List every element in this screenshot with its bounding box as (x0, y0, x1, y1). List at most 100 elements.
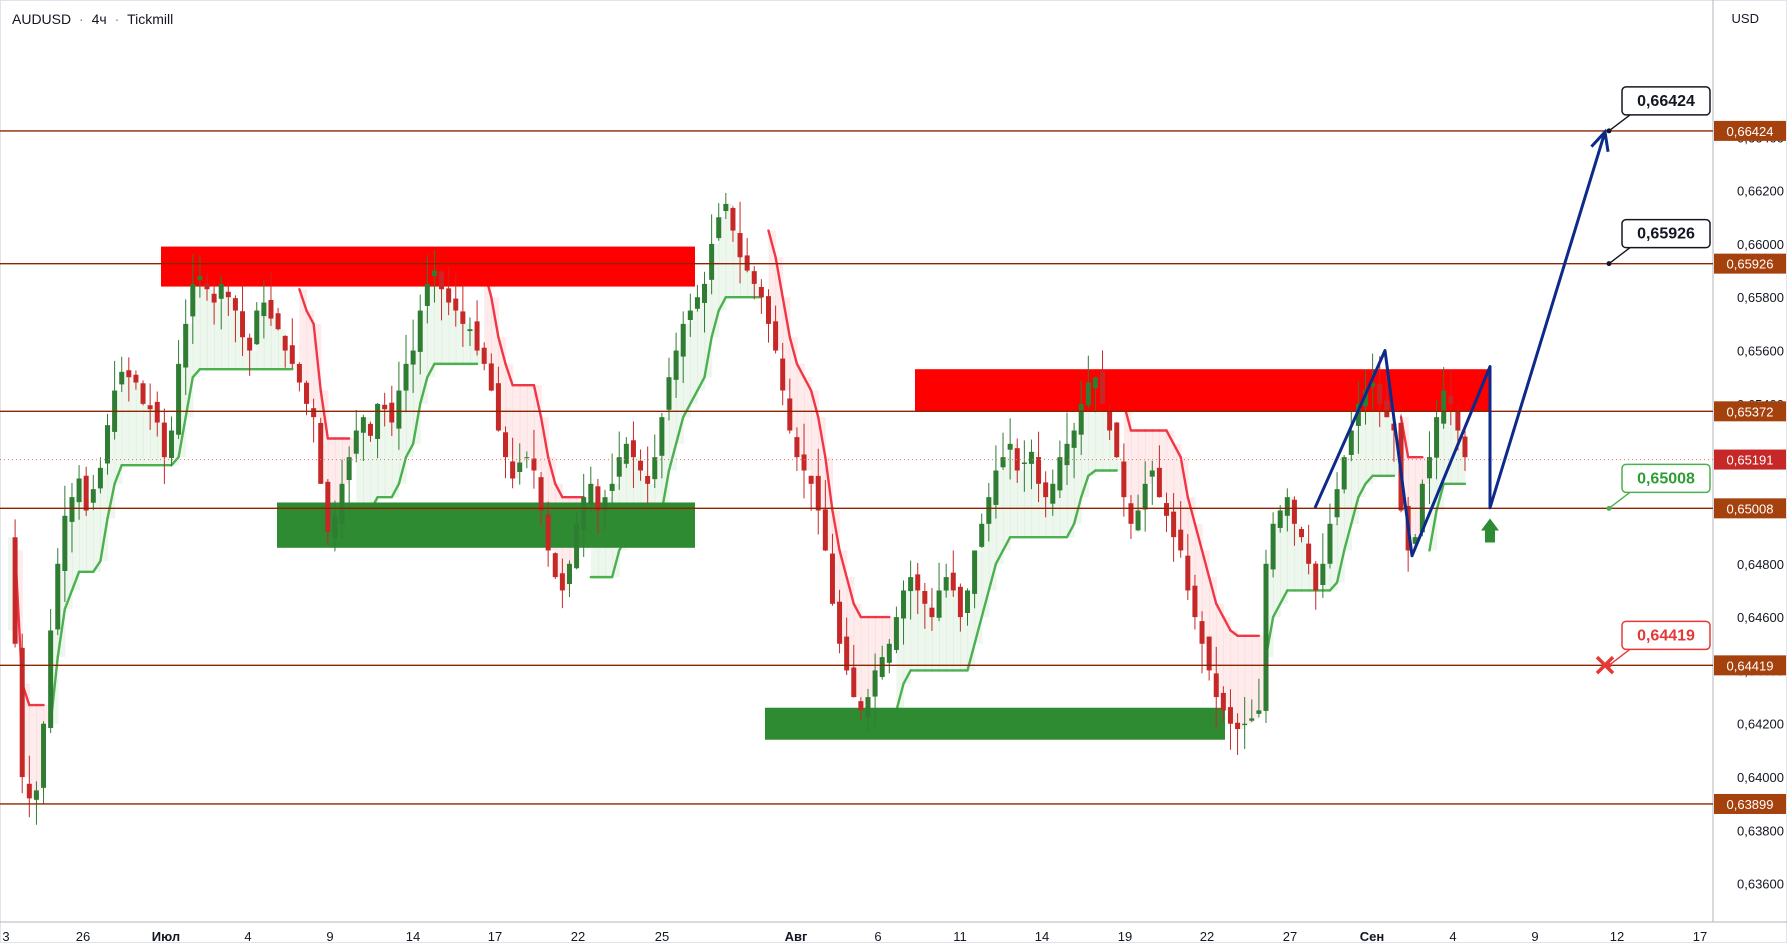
candle-body (97, 467, 103, 489)
supertrend-up-segment (674, 415, 685, 446)
candle-body (311, 408, 317, 418)
supertrend-fill-slice (1052, 483, 1061, 538)
level-price-label: 0,65926 (1727, 257, 1774, 272)
candle-body (1092, 377, 1098, 389)
supertrend-down-segment (490, 296, 500, 339)
supertrend-fill-slice (789, 337, 798, 431)
supertrend-fill-slice (100, 467, 109, 562)
candle-body (1412, 537, 1418, 544)
supertrend-fill-slice (740, 257, 748, 298)
candle-body (211, 293, 217, 303)
candle-body (55, 563, 61, 630)
supertrend-fill-slice (292, 363, 300, 370)
supertrend-fill-slice (469, 329, 478, 364)
candle-body (204, 283, 210, 290)
candle-body (424, 283, 430, 306)
supertrend-up-segment (1072, 495, 1083, 526)
supertrend-fill-slice (626, 443, 635, 538)
x-tick-label: 22 (1200, 929, 1214, 943)
y-tick-label: 0,65600 (1737, 344, 1784, 359)
supertrend-fill-slice (150, 409, 158, 466)
broker-name: Tickmill (127, 11, 174, 27)
candle-body (687, 310, 693, 320)
supertrend-fill-slice (775, 257, 784, 351)
supertrend-up-segment (1001, 535, 1012, 552)
supertrend-fill-slice (228, 297, 237, 370)
supertrend-fill-slice (157, 422, 165, 466)
supertrend-fill-slice (57, 563, 66, 658)
supertrend-fill-slice (128, 377, 137, 466)
candle-body (1135, 510, 1141, 531)
candle-body (289, 345, 295, 364)
supertrend-fill-slice (199, 275, 208, 370)
supertrend-fill-slice (1401, 417, 1409, 511)
candle-body (232, 298, 238, 311)
supertrend-fill-slice (121, 371, 130, 466)
supertrend-fill-slice (1180, 457, 1189, 551)
candle-body (1128, 503, 1134, 524)
supertrend-fill-slice (15, 550, 23, 644)
candle-body (41, 723, 47, 788)
candle-body (1064, 443, 1070, 466)
supertrend-fill-slice (1358, 403, 1367, 498)
candle-body (375, 403, 381, 439)
supertrend-up-segment (177, 415, 187, 459)
candle-body (154, 401, 160, 423)
candle-body (716, 217, 722, 239)
level-price-label: 0,65372 (1727, 404, 1774, 419)
supertrend-fill-slice (242, 337, 251, 370)
supertrend-fill-slice (889, 617, 898, 644)
supertrend-down-segment (795, 362, 806, 379)
supertrend-down-segment (1165, 429, 1175, 446)
level-price-label: 0,64419 (1727, 658, 1774, 673)
candle-body (247, 337, 253, 351)
supertrend-fill-slice (1237, 635, 1246, 730)
candle-body (133, 374, 139, 383)
callout-anchor-dot (1606, 261, 1612, 267)
level-price-label: 0,65008 (1727, 501, 1774, 516)
supertrend-fill-slice (711, 243, 720, 338)
candle-body (524, 457, 530, 459)
supertrend-up-segment (1065, 522, 1076, 539)
supertrend-fill-slice (1123, 403, 1132, 498)
supertrend-fill-slice (36, 705, 45, 791)
candle-body (1000, 457, 1006, 468)
candle-body (1299, 528, 1305, 538)
x-tick-label: Авг (785, 929, 808, 943)
supertrend-fill-slice (434, 270, 443, 364)
supertrend-fill-slice (1031, 451, 1040, 538)
candle-body (723, 203, 729, 212)
candle-body (1021, 462, 1027, 465)
supertrend-fill-slice (384, 409, 393, 498)
candle-body (26, 783, 32, 799)
candle-body (360, 417, 366, 433)
supertrend-up-segment (710, 309, 720, 339)
supertrend-fill-slice (1308, 563, 1317, 591)
supertrend-fill-slice (1010, 443, 1018, 538)
candle-body (126, 370, 132, 378)
candle-body (545, 514, 551, 551)
supertrend-fill-slice (498, 337, 507, 431)
candle-body (1085, 382, 1091, 406)
supertrend-up-segment (184, 375, 194, 419)
callout-label: 0,65008 (1637, 470, 1695, 487)
candle-body (1192, 585, 1198, 618)
supertrend-fill-slice (1017, 470, 1025, 538)
supertrend-fill-slice (526, 385, 535, 458)
candle-body (488, 363, 494, 391)
level-price-label: 0,66424 (1727, 124, 1774, 139)
supertrend-fill-slice (448, 302, 457, 364)
supertrend-up-segment (703, 336, 713, 379)
supertrend-fill-slice (846, 577, 855, 671)
candle-body (659, 417, 665, 456)
supertrend-up-segment (1080, 474, 1090, 499)
supertrend-down-segment (817, 415, 827, 459)
candle-body (1284, 497, 1290, 516)
candle-body (886, 643, 892, 663)
candle-body (367, 423, 373, 436)
supertrend-fill-slice (249, 350, 258, 370)
supertrend-up-segment (170, 455, 180, 467)
supertrend-fill-slice (484, 270, 492, 364)
candle-body (943, 577, 949, 591)
